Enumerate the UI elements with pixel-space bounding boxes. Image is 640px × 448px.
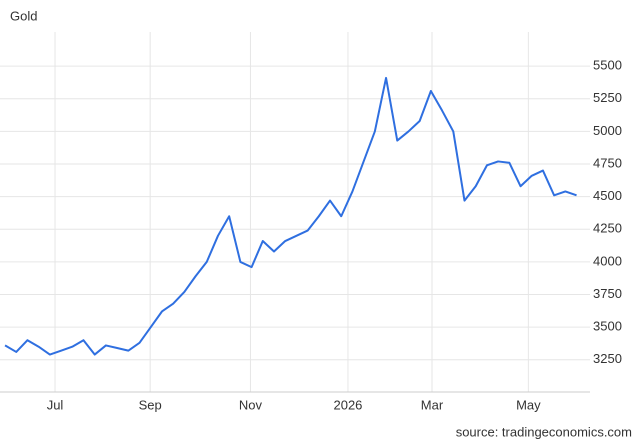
price-line <box>4 76 577 356</box>
x-tick-label: Nov <box>239 397 263 412</box>
y-tick-label: 5500 <box>593 58 622 73</box>
x-tick-label: Mar <box>421 397 444 412</box>
x-tick-label: 2026 <box>333 397 362 412</box>
x-tick-label: Jul <box>47 397 64 412</box>
y-tick-label: 4250 <box>593 221 622 236</box>
y-tick-label: 5250 <box>593 90 622 105</box>
y-tick-label: 3500 <box>593 319 622 334</box>
y-tick-label: 3750 <box>593 286 622 301</box>
y-tick-label: 3250 <box>593 351 622 366</box>
chart-title: Gold <box>10 8 37 23</box>
x-tick-label: May <box>516 397 541 412</box>
x-tick-label: Sep <box>139 397 162 412</box>
y-tick-label: 5000 <box>593 123 622 138</box>
y-tick-label: 4750 <box>593 155 622 170</box>
y-tick-label: 4500 <box>593 188 622 203</box>
source: source: tradingeconomics.com <box>456 424 632 439</box>
y-tick-label: 4000 <box>593 253 622 268</box>
